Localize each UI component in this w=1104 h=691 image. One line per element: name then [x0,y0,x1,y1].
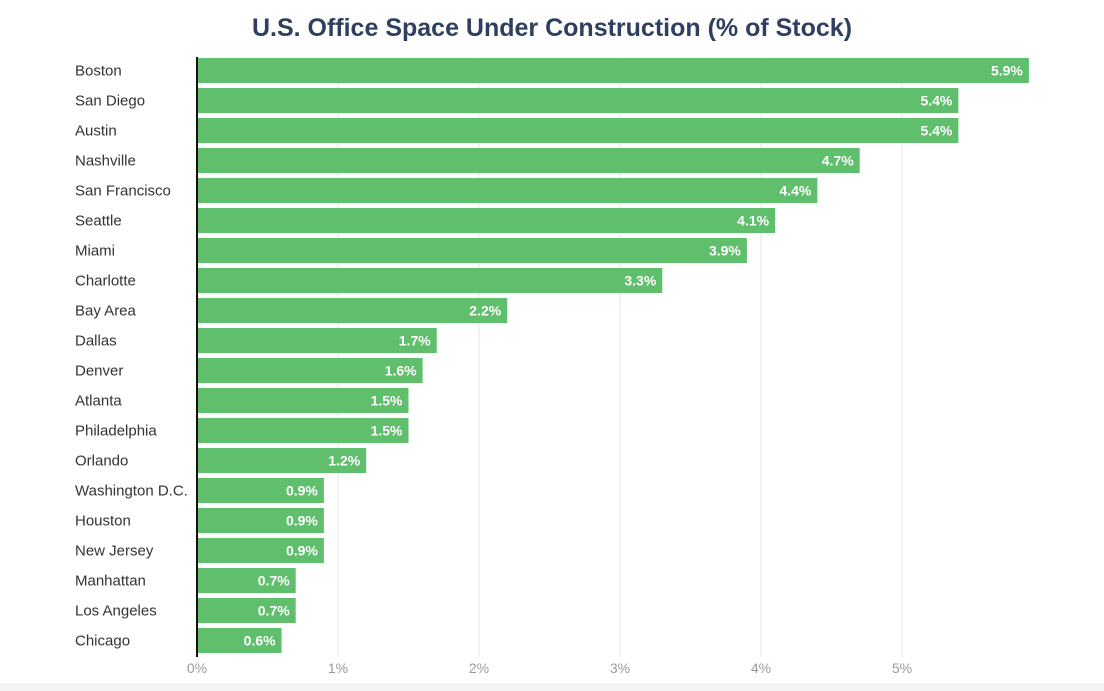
bar [197,58,1029,83]
x-tick-label: 5% [892,660,912,676]
category-label: Atlanta [75,393,122,410]
bar [197,448,367,473]
category-label: Philadelphia [75,423,157,440]
category-label: Boston [75,63,122,80]
bar [197,388,409,413]
x-tick-label: 4% [751,660,771,676]
bar [197,148,860,173]
category-label: Chicago [75,633,130,650]
gridlines [337,57,903,657]
bar [197,568,296,593]
category-label: Austin [75,123,117,140]
value-label: 1.7% [399,333,431,349]
value-label: 0.9% [286,543,318,559]
bar [197,358,423,383]
value-label: 1.6% [385,363,417,379]
category-label: Seattle [75,213,122,230]
footer-band [0,683,1104,691]
x-tick-label: 2% [469,660,489,676]
value-label: 0.9% [286,513,318,529]
value-label: 0.9% [286,483,318,499]
bars: 5.9% 5.4% 5.4% 4.7% 4.4% 4.1% 3.9% 3.3% 2.2% 1.7%… [197,58,1029,653]
category-labels: Boston San Diego Austin Nashville San Franci… [75,63,188,650]
bar [197,418,409,443]
bar [197,328,437,353]
category-label: Washington D.C. [75,483,188,500]
value-label: 3.9% [709,243,741,259]
category-label: San Francisco [75,183,171,200]
bar [197,238,747,263]
value-label: 5.4% [920,123,952,139]
category-label: Denver [75,363,123,380]
category-label: Los Angeles [75,603,157,620]
chart-title: U.S. Office Space Under Construction (% … [251,14,853,42]
value-label: 0.7% [258,573,290,589]
bar [197,538,324,563]
category-label: Manhattan [75,573,146,590]
category-label: Miami [75,243,115,260]
value-label: 3.3% [624,273,656,289]
value-label: 2.2% [469,303,501,319]
value-label: 4.1% [737,213,769,229]
bar [197,178,818,203]
category-label: New Jersey [75,543,154,560]
category-label: Charlotte [75,273,136,290]
bar [197,208,776,233]
value-label: 0.7% [258,603,290,619]
category-label: Bay Area [75,303,137,320]
bar [197,118,959,143]
x-tick-label: 1% [328,660,348,676]
bar [197,628,282,653]
category-label: Orlando [75,453,128,470]
category-label: Houston [75,513,131,530]
x-tick-label: 3% [610,660,630,676]
x-tick-label: 0% [187,660,207,676]
category-label: Dallas [75,333,117,350]
bar [197,298,508,323]
value-label: 4.7% [822,153,854,169]
value-label: 1.5% [371,423,403,439]
category-label: Nashville [75,153,136,170]
value-label: 1.5% [371,393,403,409]
bar [197,478,324,503]
category-label: San Diego [75,93,145,110]
value-label: 5.9% [991,63,1023,79]
value-label: 4.4% [779,183,811,199]
value-label: 5.4% [920,93,952,109]
bar [197,598,296,623]
bar [197,88,959,113]
value-label: 0.6% [244,633,276,649]
bar [197,268,663,293]
value-label: 1.2% [328,453,360,469]
bar [197,508,324,533]
x-axis-ticks: 0% 1% 2% 3% 4% 5% [187,660,912,676]
